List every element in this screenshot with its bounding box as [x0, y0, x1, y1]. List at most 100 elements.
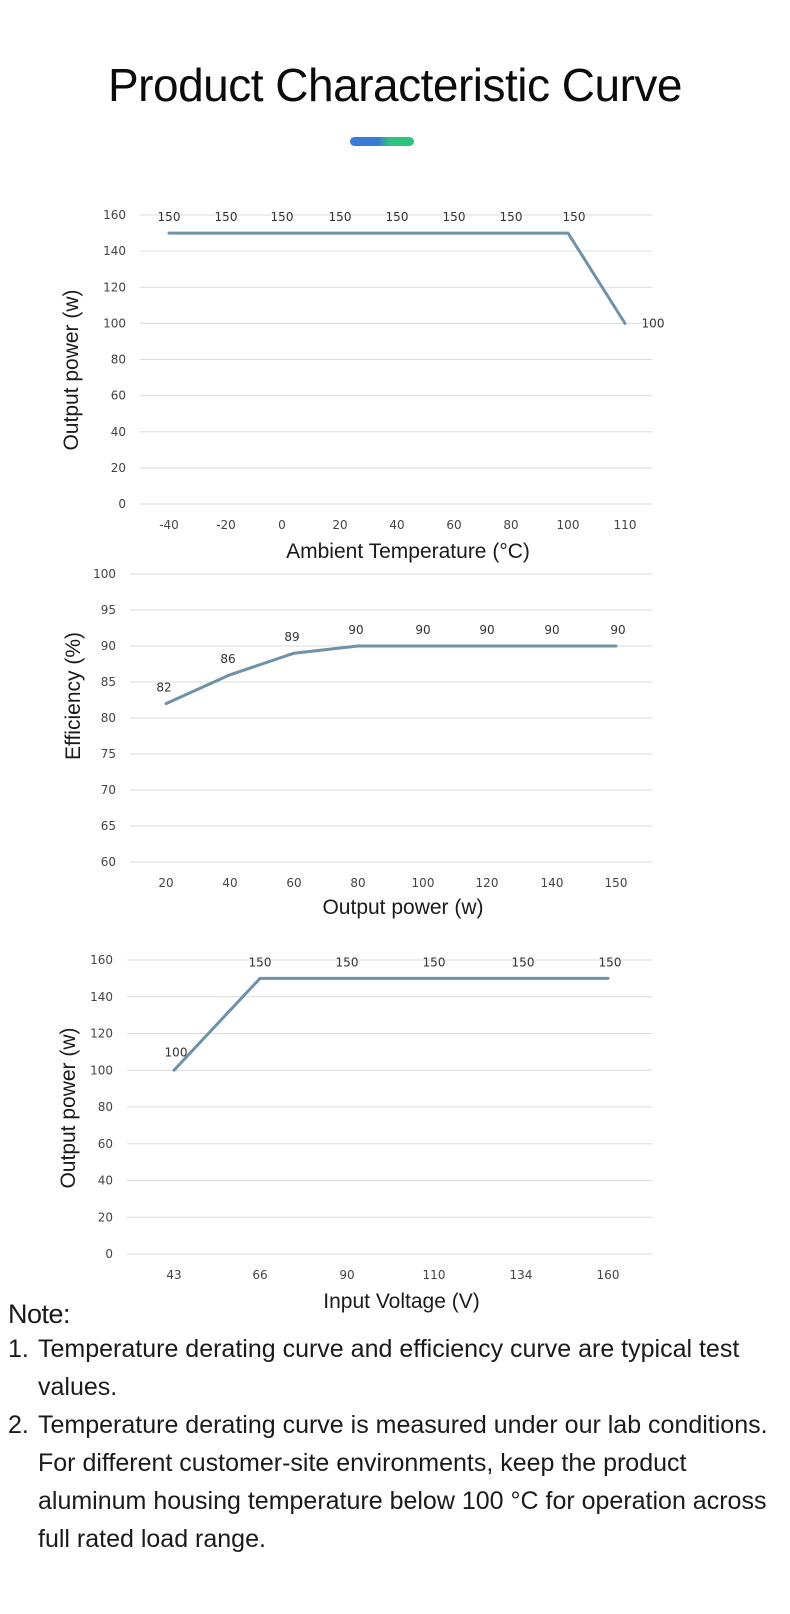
- data-label: 82: [156, 681, 171, 695]
- series-line: [172, 976, 610, 1072]
- gridlines: [130, 573, 652, 863]
- x-tick-label: 40: [389, 518, 404, 532]
- x-tick-label: 80: [350, 876, 365, 890]
- chart-efficiency: 60 65 70 75 80 85 90 95 100 20 40 60 80 100 120 140 150 8…: [62, 567, 652, 919]
- x-tick-label: 0: [278, 518, 286, 532]
- data-label: 100: [642, 316, 665, 330]
- note-text: Temperature derating curve and efficienc…: [38, 1335, 740, 1401]
- y-tick-label: 80: [101, 711, 116, 725]
- y-tick-label: 40: [111, 425, 126, 439]
- y-tick-label: 40: [98, 1174, 113, 1188]
- data-label: 150: [158, 210, 181, 224]
- y-tick-label: 140: [90, 990, 113, 1004]
- data-label: 150: [423, 955, 446, 969]
- x-axis-title: Ambient Temperature (°C): [286, 540, 530, 563]
- x-tick-label: 110: [423, 1268, 446, 1282]
- data-label: 150: [329, 210, 352, 224]
- page-title: Product Characteristic Curve: [108, 59, 682, 111]
- data-label: 90: [415, 623, 430, 637]
- x-axis-title: Input Voltage (V): [323, 1290, 479, 1313]
- note-text: Temperature derating curve is measured u…: [38, 1411, 768, 1553]
- x-axis-title: Output power (w): [322, 896, 483, 919]
- x-tick-label: 100: [557, 518, 580, 532]
- gridlines: [140, 214, 652, 505]
- y-tick-label: 100: [103, 316, 126, 330]
- y-tick-label: 85: [101, 675, 116, 689]
- y-tick-label: 80: [111, 353, 126, 367]
- data-label: 90: [348, 623, 363, 637]
- data-label: 150: [563, 210, 586, 224]
- y-tick-label: 70: [101, 783, 116, 797]
- y-tick-label: 100: [93, 567, 116, 581]
- data-label: 150: [215, 210, 238, 224]
- gridlines: [127, 959, 652, 1255]
- data-label: 90: [479, 623, 494, 637]
- x-tick-label: 20: [158, 876, 173, 890]
- x-tick-labels: -40 -20 0 20 40 60 80 100 110: [159, 518, 636, 532]
- data-label: 150: [336, 955, 359, 969]
- note-item-1: 1. Temperature derating curve and effici…: [8, 1330, 783, 1406]
- y-tick-label: 120: [103, 280, 126, 294]
- y-tick-label: 75: [101, 747, 116, 761]
- x-tick-label: 110: [614, 518, 637, 532]
- x-tick-label: 66: [252, 1268, 267, 1282]
- y-tick-label: 90: [101, 639, 116, 653]
- data-label: 150: [599, 955, 622, 969]
- y-tick-labels: 0 20 40 60 80 100 120 140 160: [90, 953, 113, 1261]
- y-tick-label: 60: [98, 1137, 113, 1151]
- x-tick-label: 60: [446, 518, 461, 532]
- y-axis-title: Output power (w): [60, 289, 83, 450]
- x-tick-labels: 20 40 60 80 100 120 140 150: [158, 876, 627, 890]
- x-tick-label: 20: [332, 518, 347, 532]
- y-axis-title: Efficiency (%): [62, 632, 85, 760]
- y-tick-label: 120: [90, 1027, 113, 1041]
- x-tick-label: 150: [605, 876, 628, 890]
- x-tick-label: 160: [597, 1268, 620, 1282]
- x-tick-label: -40: [159, 518, 179, 532]
- y-tick-label: 20: [111, 461, 126, 475]
- data-label: 90: [610, 623, 625, 637]
- x-tick-label: 60: [286, 876, 301, 890]
- x-tick-label: 40: [222, 876, 237, 890]
- y-tick-label: 0: [105, 1247, 113, 1261]
- notes-section: Note: 1. Temperature derating curve and …: [8, 1298, 783, 1558]
- note-item-2: 2. Temperature derating curve is measure…: [8, 1406, 783, 1558]
- y-tick-label: 0: [118, 497, 126, 511]
- data-label: 150: [249, 955, 272, 969]
- data-label: 89: [284, 630, 299, 644]
- title-accent-bar: [350, 137, 414, 146]
- y-tick-label: 60: [101, 855, 116, 869]
- x-tick-label: 140: [541, 876, 564, 890]
- data-label: 150: [271, 210, 294, 224]
- y-tick-label: 160: [90, 953, 113, 967]
- notes-heading: Note:: [8, 1299, 71, 1329]
- data-label: 100: [165, 1045, 188, 1059]
- x-tick-label: 120: [476, 876, 499, 890]
- y-tick-label: 100: [90, 1063, 113, 1077]
- y-tick-label: 60: [111, 389, 126, 403]
- data-label: 150: [512, 955, 535, 969]
- data-label: 150: [386, 210, 409, 224]
- x-tick-label: -20: [216, 518, 236, 532]
- y-tick-label: 65: [101, 819, 116, 833]
- data-label: 86: [220, 652, 235, 666]
- data-label: 150: [500, 210, 523, 224]
- x-tick-label: 90: [339, 1268, 354, 1282]
- series-line: [164, 644, 618, 706]
- x-tick-label: 134: [510, 1268, 533, 1282]
- x-tick-label: 80: [503, 518, 518, 532]
- data-labels: 100 150 150 150 150 150: [165, 955, 622, 1059]
- y-tick-label: 140: [103, 244, 126, 258]
- note-number: 1.: [8, 1335, 29, 1363]
- data-labels: 150 150 150 150 150 150 150 150 100: [158, 210, 665, 330]
- x-tick-label: 100: [412, 876, 435, 890]
- y-tick-labels: 0 20 40 60 80 100 120 140 160: [103, 208, 126, 511]
- x-tick-label: 43: [166, 1268, 181, 1282]
- series-line: [167, 231, 627, 325]
- y-tick-label: 80: [98, 1100, 113, 1114]
- y-axis-title: Output power (w): [57, 1027, 80, 1188]
- note-number: 2.: [8, 1411, 29, 1439]
- data-label: 150: [443, 210, 466, 224]
